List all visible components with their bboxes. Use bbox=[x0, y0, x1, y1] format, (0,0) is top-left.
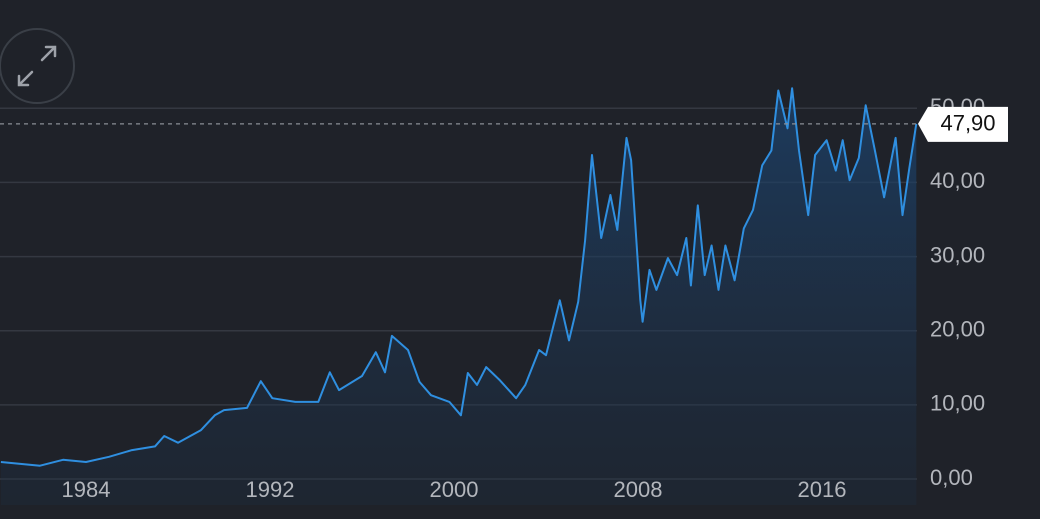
plot bbox=[0, 87, 918, 505]
price-line bbox=[0, 87, 918, 467]
y-tick-label: 0,00 bbox=[930, 465, 973, 490]
last-price-tag bbox=[918, 106, 1008, 142]
x-tick-label: 1992 bbox=[246, 477, 295, 502]
x-tick-label: 1984 bbox=[62, 477, 111, 502]
area-fill bbox=[0, 88, 917, 505]
x-tick-label: 2016 bbox=[798, 477, 847, 502]
y-tick-label: 40,00 bbox=[930, 168, 985, 193]
y-tick-label: 30,00 bbox=[930, 242, 985, 267]
x-tick-label: 2008 bbox=[614, 477, 663, 502]
y-tick-label: 10,00 bbox=[930, 391, 985, 416]
expand-icon[interactable] bbox=[17, 45, 57, 87]
last-price-label: 47,90 bbox=[940, 111, 995, 136]
y-tick-label: 20,00 bbox=[930, 317, 985, 342]
x-tick-label: 2000 bbox=[430, 477, 479, 502]
expand-circle[interactable] bbox=[0, 28, 75, 104]
expand-button[interactable] bbox=[0, 28, 75, 104]
